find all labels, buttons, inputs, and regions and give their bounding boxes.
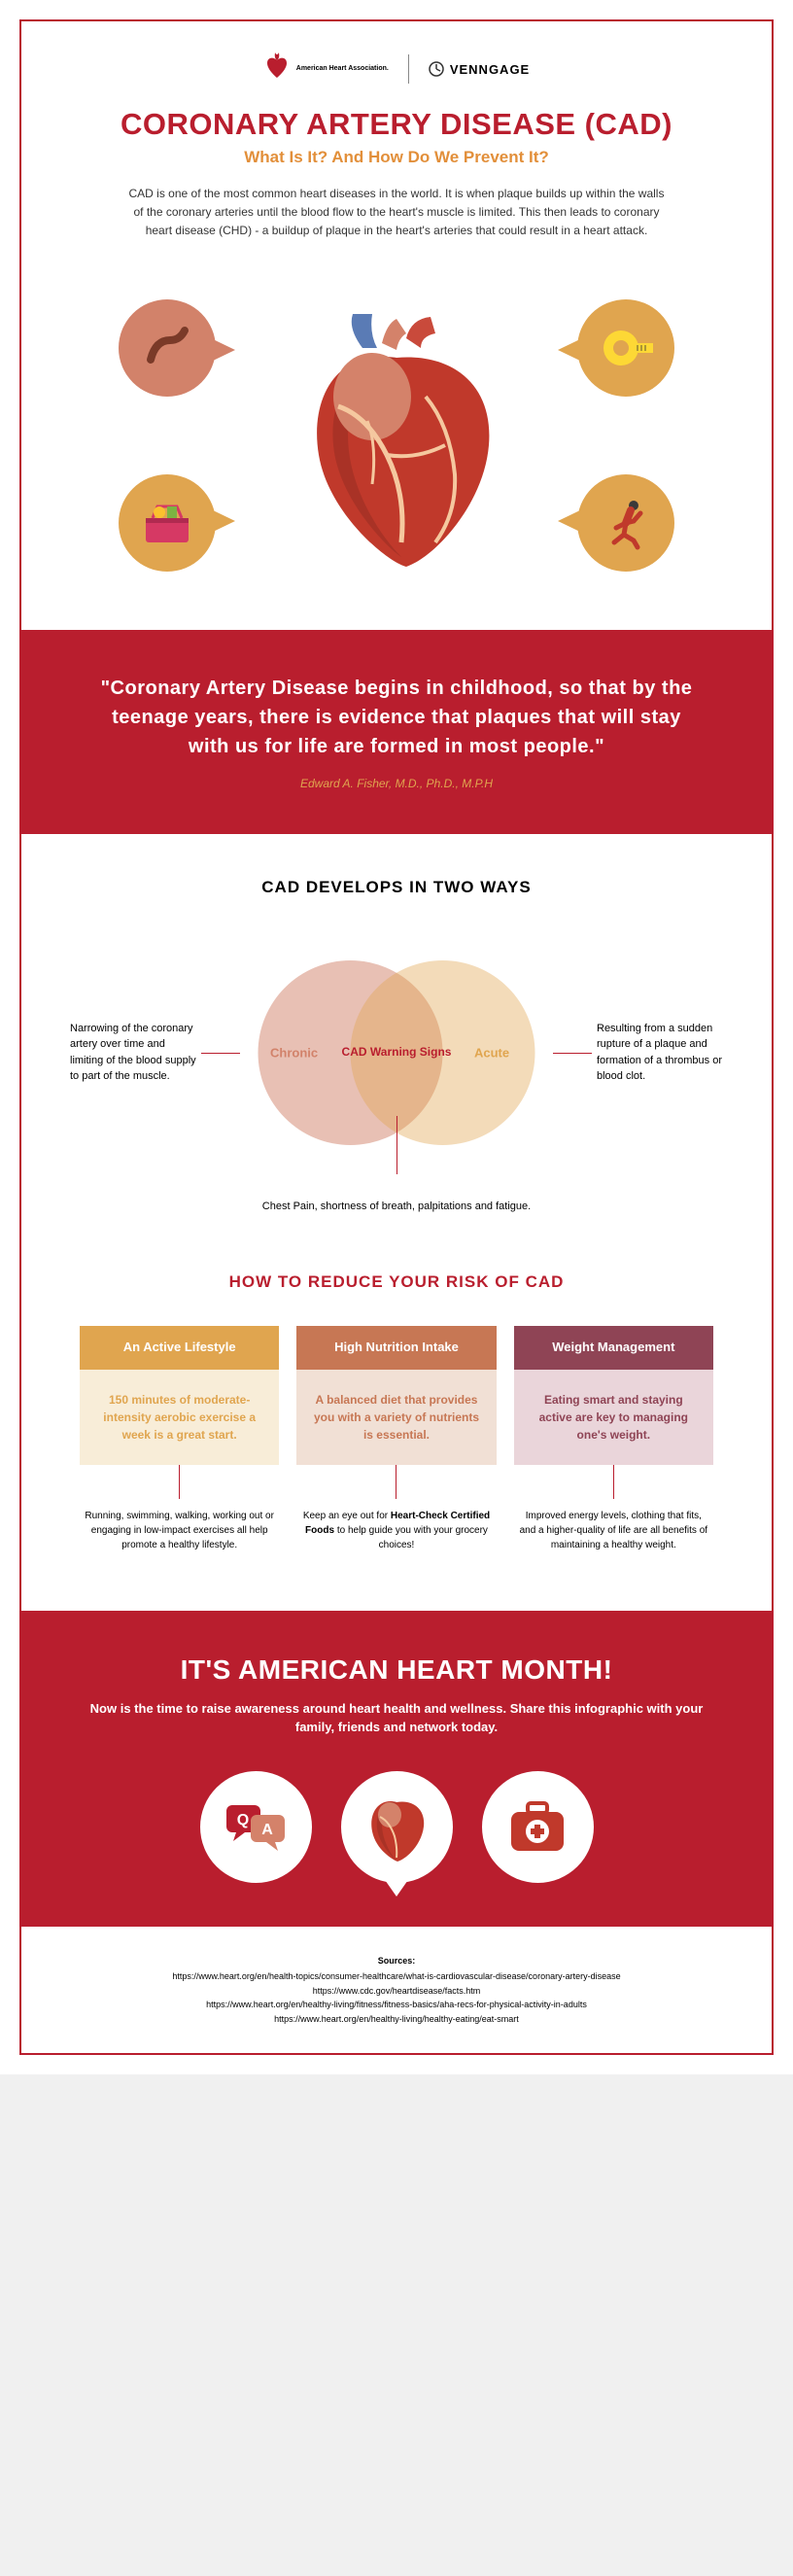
bubble-runner-icon [577, 474, 674, 572]
card-head: High Nutrition Intake [296, 1326, 496, 1370]
aha-logo: American Heart Association. [263, 51, 389, 87]
card-note: Running, swimming, walking, working out … [80, 1499, 279, 1562]
venn-section: CAD DEVELOPS IN TWO WAYS Narrowing of th… [21, 834, 772, 1244]
bubble-artery-icon [119, 299, 216, 397]
aha-logo-text: American Heart Association. [296, 65, 389, 73]
card-note: Keep an eye out for Heart-Check Certifie… [296, 1499, 496, 1562]
source-link: https://www.cdc.gov/heartdisease/facts.h… [60, 1984, 733, 1998]
venngage-icon [429, 61, 444, 77]
card-body: 150 minutes of moderate-intensity aerobi… [80, 1370, 279, 1465]
pointer-br [558, 509, 582, 533]
main-title: CORONARY ARTERY DISEASE (CAD) [80, 107, 713, 142]
bottom-block: IT'S AMERICAN HEART MONTH! Now is the ti… [21, 1611, 772, 1927]
venn-label-acute: Acute [474, 1045, 509, 1060]
venn-connector-left [201, 1053, 240, 1054]
svg-text:Q: Q [237, 1812, 249, 1828]
intro-text: CAD is one of the most common heart dise… [124, 185, 669, 241]
infographic-page: American Heart Association. VENNGAGE COR… [0, 0, 793, 2074]
risk-cards: An Active Lifestyle 150 minutes of moder… [80, 1326, 713, 1562]
source-link: https://www.heart.org/en/healthy-living/… [60, 2012, 733, 2026]
pointer-bl [211, 509, 235, 533]
venn-label-center: CAD Warning Signs [342, 1045, 452, 1061]
quote-text: "Coronary Artery Disease begins in child… [89, 674, 704, 761]
quote-block: "Coronary Artery Disease begins in child… [21, 630, 772, 834]
svg-text:A: A [261, 1822, 273, 1838]
risk-title: HOW TO REDUCE YOUR RISK OF CAD [80, 1272, 713, 1292]
card-head: An Active Lifestyle [80, 1326, 279, 1370]
heart-anatomy-icon [280, 309, 513, 581]
card-note: Improved energy levels, clothing that fi… [514, 1499, 713, 1562]
venngage-text: VENNGAGE [450, 62, 530, 77]
logo-divider [408, 54, 409, 84]
qa-icon: QA [200, 1771, 312, 1883]
subtitle: What Is It? And How Do We Prevent It? [80, 148, 713, 167]
bubble-tape-icon [577, 299, 674, 397]
bubble-basket-icon [119, 474, 216, 572]
bottom-text: Now is the time to raise awareness aroun… [70, 1699, 723, 1737]
risk-section: HOW TO REDUCE YOUR RISK OF CAD An Active… [21, 1243, 772, 1611]
icon-row: QA [70, 1771, 723, 1883]
bottom-title: IT'S AMERICAN HEART MONTH! [70, 1654, 723, 1686]
venn-left-desc: Narrowing of the coronary artery over ti… [70, 1021, 196, 1085]
medkit-icon [482, 1771, 594, 1883]
header-logos: American Heart Association. VENNGAGE [21, 21, 772, 107]
sources-block: Sources: https://www.heart.org/en/health… [21, 1927, 772, 2053]
card-head: Weight Management [514, 1326, 713, 1370]
title-block: CORONARY ARTERY DISEASE (CAD) What Is It… [21, 107, 772, 261]
sources-title: Sources: [60, 1954, 733, 1967]
card-lifestyle: An Active Lifestyle 150 minutes of moder… [80, 1326, 279, 1562]
venn-right-desc: Resulting from a sudden rupture of a pla… [597, 1021, 723, 1085]
venn-diagram: Narrowing of the coronary artery over ti… [60, 936, 733, 1169]
card-weight: Weight Management Eating smart and stayi… [514, 1326, 713, 1562]
infographic-border: American Heart Association. VENNGAGE COR… [19, 19, 774, 2055]
pointer-tl [211, 338, 235, 362]
venn-connector-right [553, 1053, 592, 1054]
hero-illustration [21, 261, 772, 630]
card-connector [613, 1465, 614, 1499]
card-nutrition: High Nutrition Intake A balanced diet th… [296, 1326, 496, 1562]
card-body: A balanced diet that provides you with a… [296, 1370, 496, 1465]
pointer-tr [558, 338, 582, 362]
heart-small-icon [341, 1771, 453, 1883]
venngage-logo: VENNGAGE [429, 61, 530, 77]
venn-label-chronic: Chronic [270, 1045, 318, 1060]
venn-bottom-text: Chest Pain, shortness of breath, palpita… [60, 1199, 733, 1215]
source-link: https://www.heart.org/en/health-topics/c… [60, 1969, 733, 1983]
venn-connector-bottom [396, 1116, 397, 1174]
quote-author: Edward A. Fisher, M.D., Ph.D., M.P.H [89, 777, 704, 790]
source-link: https://www.heart.org/en/healthy-living/… [60, 1998, 733, 2011]
card-body: Eating smart and staying active are key … [514, 1370, 713, 1465]
venn-title: CAD DEVELOPS IN TWO WAYS [60, 878, 733, 897]
card-connector [179, 1465, 180, 1499]
heart-torch-icon [263, 51, 291, 87]
